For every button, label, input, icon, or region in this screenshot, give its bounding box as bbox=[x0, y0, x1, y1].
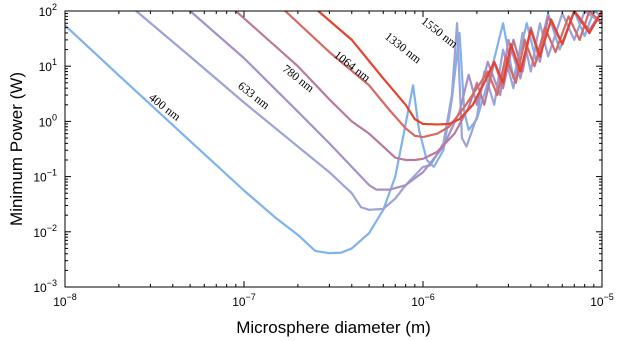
plot-frame bbox=[64, 10, 603, 288]
series-curves bbox=[65, 11, 602, 255]
y-tick-label: 10−1 bbox=[33, 168, 57, 185]
y-tick-label: 100 bbox=[39, 112, 57, 129]
curve-label: 1064 nm bbox=[331, 48, 374, 86]
tick-labels: 10−8 10−7 10−6 10−5 10−3 10−2 10−1 100 101 102 bbox=[33, 2, 613, 309]
y-tick-label: 10−3 bbox=[33, 278, 57, 295]
y-tick-label: 102 bbox=[39, 2, 57, 19]
series-line-1550-nm bbox=[317, 11, 602, 126]
series-line-400-nm bbox=[65, 11, 602, 255]
y-tick-label: 10−2 bbox=[33, 223, 57, 240]
x-tick-label: 10−8 bbox=[53, 292, 77, 309]
curve-label: 1330 nm bbox=[382, 29, 425, 67]
curve-label: 633 nm bbox=[235, 79, 273, 113]
x-axis-title: Microsphere diameter (m) bbox=[236, 318, 431, 337]
axis-ticks bbox=[64, 11, 602, 288]
y-tick-label: 101 bbox=[39, 57, 57, 74]
x-tick-label: 10−7 bbox=[232, 292, 256, 309]
y-axis-title: Minimum Power (W) bbox=[7, 72, 26, 226]
curve-label: 1550 nm bbox=[419, 14, 462, 52]
x-tick-label: 10−6 bbox=[411, 292, 435, 309]
x-tick-label: 10−5 bbox=[590, 292, 614, 309]
series-line-633-nm bbox=[135, 11, 602, 211]
